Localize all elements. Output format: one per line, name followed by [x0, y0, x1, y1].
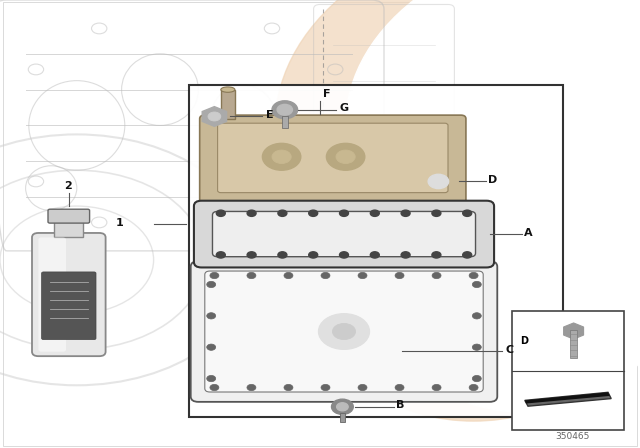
Circle shape — [469, 272, 478, 279]
Circle shape — [395, 272, 404, 279]
Bar — [282, 116, 288, 128]
Bar — [54, 220, 83, 237]
Circle shape — [401, 252, 410, 258]
Bar — [512, 311, 624, 430]
Circle shape — [333, 224, 614, 421]
Circle shape — [395, 384, 404, 391]
Circle shape — [247, 252, 256, 258]
FancyBboxPatch shape — [212, 211, 476, 257]
Circle shape — [247, 210, 256, 216]
Text: B: B — [396, 401, 404, 410]
Circle shape — [321, 272, 330, 279]
Circle shape — [432, 252, 441, 258]
Circle shape — [371, 252, 380, 258]
FancyBboxPatch shape — [200, 115, 466, 205]
Circle shape — [247, 272, 256, 279]
Text: 350465: 350465 — [556, 432, 590, 441]
Circle shape — [332, 399, 353, 414]
Text: 2: 2 — [64, 181, 72, 191]
Circle shape — [463, 252, 472, 258]
Circle shape — [207, 281, 216, 288]
Circle shape — [207, 313, 216, 319]
FancyBboxPatch shape — [48, 209, 90, 223]
FancyBboxPatch shape — [194, 201, 494, 267]
Text: E: E — [266, 110, 273, 120]
Circle shape — [275, 0, 640, 327]
Circle shape — [207, 375, 216, 382]
FancyBboxPatch shape — [38, 237, 66, 352]
Text: F: F — [323, 89, 331, 99]
Circle shape — [272, 150, 291, 164]
Circle shape — [308, 252, 317, 258]
Circle shape — [247, 384, 256, 391]
Circle shape — [432, 384, 441, 391]
Polygon shape — [525, 392, 611, 406]
Circle shape — [277, 104, 292, 115]
Circle shape — [401, 210, 410, 216]
Circle shape — [216, 252, 225, 258]
Ellipse shape — [221, 87, 235, 92]
Circle shape — [337, 403, 348, 411]
Polygon shape — [525, 392, 610, 404]
FancyBboxPatch shape — [42, 272, 96, 340]
Circle shape — [284, 384, 293, 391]
Circle shape — [216, 210, 225, 216]
Circle shape — [472, 375, 481, 382]
Circle shape — [208, 112, 221, 121]
FancyBboxPatch shape — [32, 233, 106, 356]
Circle shape — [463, 210, 472, 216]
Circle shape — [428, 174, 449, 189]
Circle shape — [472, 313, 481, 319]
Circle shape — [432, 272, 441, 279]
Bar — [221, 90, 235, 119]
Bar — [189, 85, 563, 417]
FancyBboxPatch shape — [191, 261, 497, 402]
Circle shape — [472, 281, 481, 288]
Circle shape — [397, 233, 640, 412]
Text: G: G — [339, 103, 348, 113]
Circle shape — [346, 0, 640, 314]
Circle shape — [371, 210, 380, 216]
Bar — [570, 330, 577, 358]
Circle shape — [207, 344, 216, 350]
Circle shape — [472, 344, 481, 350]
Circle shape — [278, 210, 287, 216]
Circle shape — [358, 272, 367, 279]
FancyBboxPatch shape — [205, 271, 483, 392]
Circle shape — [333, 323, 356, 340]
Circle shape — [339, 252, 349, 258]
Circle shape — [278, 252, 287, 258]
Text: 1: 1 — [115, 218, 123, 228]
Circle shape — [210, 272, 219, 279]
Circle shape — [326, 143, 365, 170]
Text: C: C — [506, 345, 514, 355]
Circle shape — [319, 314, 370, 349]
Circle shape — [358, 384, 367, 391]
Circle shape — [432, 210, 441, 216]
Circle shape — [284, 272, 293, 279]
Circle shape — [272, 101, 298, 119]
Circle shape — [308, 210, 317, 216]
Circle shape — [262, 143, 301, 170]
Circle shape — [288, 130, 454, 246]
Circle shape — [339, 210, 349, 216]
Text: D: D — [520, 336, 528, 346]
Circle shape — [336, 150, 355, 164]
Bar — [340, 413, 345, 422]
Circle shape — [469, 384, 478, 391]
Circle shape — [321, 384, 330, 391]
Text: A: A — [524, 228, 532, 238]
FancyBboxPatch shape — [218, 123, 448, 193]
Text: D: D — [488, 175, 497, 185]
Circle shape — [210, 384, 219, 391]
